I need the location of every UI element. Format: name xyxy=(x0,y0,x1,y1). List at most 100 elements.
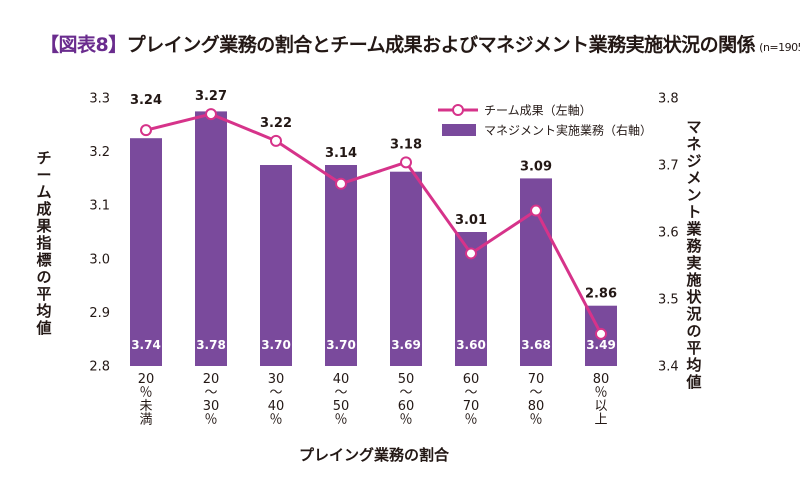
line-value-label: 3.18 xyxy=(390,137,422,152)
bar-mark xyxy=(130,138,162,366)
category-label: 50 xyxy=(333,399,350,414)
category-label: 60 xyxy=(463,372,480,387)
left-axis-title: 均 xyxy=(36,302,51,320)
bar-value-label: 3.78 xyxy=(196,338,226,352)
right-axis-title: ジ xyxy=(686,152,701,170)
bar-value-label: 3.70 xyxy=(326,338,356,352)
line-point xyxy=(270,134,282,147)
category-label: ％ xyxy=(399,413,412,428)
left-axis-tick: 3.2 xyxy=(89,145,110,160)
category-label: 70 xyxy=(528,372,545,387)
line-value-label: 3.09 xyxy=(520,159,552,174)
left-axis-title: の xyxy=(36,268,51,286)
line-point xyxy=(595,327,607,340)
right-axis-title: 値 xyxy=(685,373,701,391)
category-label: ％ xyxy=(139,386,152,401)
figure-label: 【図表8】 xyxy=(40,34,127,56)
right-axis-title: ン xyxy=(686,186,701,204)
category-label: 40 xyxy=(333,372,350,387)
bar-value-label: 3.69 xyxy=(391,338,421,352)
right-axis-title: 務 xyxy=(686,237,702,255)
category-label: ％ xyxy=(594,386,607,401)
bar-value-label: 3.74 xyxy=(131,338,161,352)
right-axis-title: の xyxy=(686,322,701,340)
right-axis-tick: 3.4 xyxy=(658,360,679,375)
category-label: 50 xyxy=(398,372,415,387)
left-axis-title: 標 xyxy=(36,251,51,269)
category-label: ％ xyxy=(334,413,347,428)
left-axis-tick: 2.8 xyxy=(89,360,110,375)
line-value-label: 3.14 xyxy=(325,146,357,161)
category-label: 20 xyxy=(138,372,155,387)
left-axis-title: ー xyxy=(36,166,51,184)
category-label: 40 xyxy=(268,399,285,414)
bar-value-label: 3.49 xyxy=(586,338,616,352)
right-axis-title: 平 xyxy=(686,339,701,357)
line-value-label: 3.27 xyxy=(195,89,227,104)
left-axis-tick: 3.0 xyxy=(89,252,110,267)
bar-mark xyxy=(195,111,227,367)
category-label: 〜 xyxy=(204,386,217,401)
left-axis-tick: 3.1 xyxy=(89,199,110,214)
category-label: 20 xyxy=(203,372,220,387)
right-axis-tick: 3.6 xyxy=(658,226,679,241)
category-label: 〜 xyxy=(269,386,282,401)
right-axis-title: 実 xyxy=(686,254,701,272)
right-axis-title: 状 xyxy=(686,288,702,306)
sample-size-note: (n=1905) xyxy=(759,41,800,54)
bar-mark xyxy=(325,165,357,366)
category-label: 60 xyxy=(398,399,415,414)
category-label: 30 xyxy=(268,372,285,387)
left-axis-title: 値 xyxy=(35,319,51,337)
category-label: 〜 xyxy=(399,386,412,401)
right-axis-title: 況 xyxy=(686,305,701,323)
line-value-label: 3.01 xyxy=(455,213,487,228)
left-axis-title: 平 xyxy=(36,285,51,303)
line-point xyxy=(205,108,217,121)
line-point xyxy=(335,177,347,190)
left-axis-tick: 2.9 xyxy=(89,306,110,321)
x-axis-title: プレイング業務の割合 xyxy=(299,446,450,464)
right-axis-title: マ xyxy=(686,118,701,136)
legend-line-marker xyxy=(452,104,464,116)
category-label: 未 xyxy=(139,399,152,414)
line-point xyxy=(530,204,542,217)
line-point xyxy=(465,247,477,260)
right-axis-title: メ xyxy=(686,169,701,187)
right-axis-title: 業 xyxy=(685,220,702,238)
category-label: 〜 xyxy=(529,386,542,401)
category-label: 〜 xyxy=(464,386,477,401)
category-label: 80 xyxy=(528,399,545,414)
category-label: 満 xyxy=(139,413,152,428)
bar-mark xyxy=(260,165,292,366)
category-label: ％ xyxy=(204,413,217,428)
line-series xyxy=(145,112,603,335)
right-axis-tick: 3.5 xyxy=(658,293,679,308)
right-axis-title: 施 xyxy=(686,271,701,289)
legend-bar-swatch xyxy=(442,124,476,136)
left-axis-title: 指 xyxy=(36,234,51,252)
line-point xyxy=(400,156,412,169)
left-axis-title: 成 xyxy=(36,200,51,218)
chart-title: 【図表8】プレイング業務の割合とチーム成果およびマネジメント業務実施状況の関係(… xyxy=(40,30,800,57)
right-axis-tick: 3.7 xyxy=(658,159,679,174)
line-value-label: 2.86 xyxy=(585,287,617,302)
legend-bar-label: マネジメント実施業務（右軸） xyxy=(484,123,652,138)
category-label: 70 xyxy=(463,399,480,414)
category-label: ％ xyxy=(269,413,282,428)
category-label: 上 xyxy=(594,413,607,428)
category-label: 以 xyxy=(594,399,607,414)
right-axis-title: ネ xyxy=(686,135,701,153)
category-label: 80 xyxy=(593,372,610,387)
left-axis-title: チ xyxy=(36,149,51,167)
category-label: ％ xyxy=(529,413,542,428)
category-label: 〜 xyxy=(334,386,347,401)
right-axis-title: 均 xyxy=(686,356,701,374)
left-axis-title: 果 xyxy=(35,217,52,235)
left-axis-title: ム xyxy=(36,183,51,201)
line-point xyxy=(140,124,152,137)
bar-value-label: 3.60 xyxy=(456,338,486,352)
bar-mark xyxy=(390,171,422,366)
